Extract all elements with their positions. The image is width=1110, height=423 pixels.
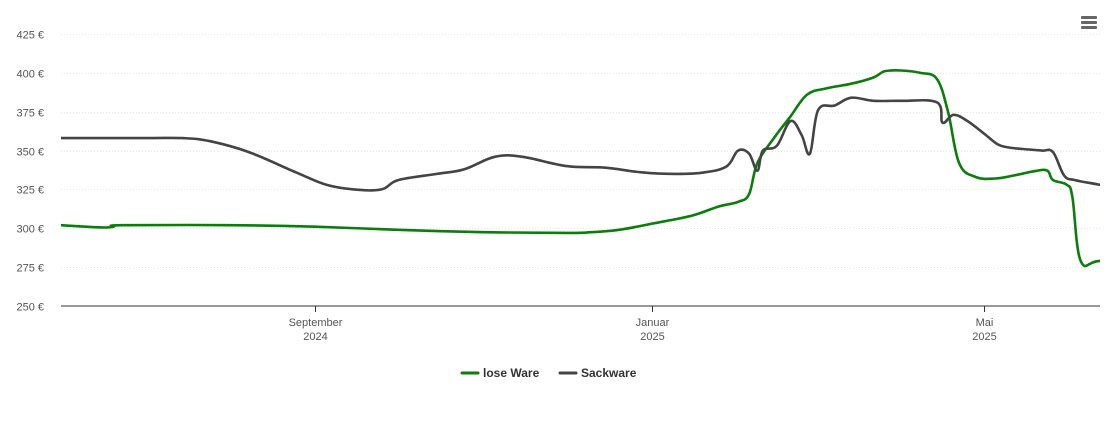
y-tick-label: 375 €: [16, 108, 44, 120]
y-tick-label: 325 €: [16, 185, 44, 197]
y-axis-ticks: 250 € 275 € 300 € 325 € 350 € 375 € 400 € 425 €: [16, 30, 44, 314]
x-axis-ticks: September 2024 Januar 2025 Mai 2025: [289, 306, 997, 343]
legend-label: lose Ware: [483, 366, 540, 380]
y-tick-label: 400 €: [16, 69, 44, 81]
legend: lose Ware Sackware: [460, 366, 637, 380]
legend-item[interactable]: Sackware: [558, 366, 637, 380]
legend-item[interactable]: lose Ware: [460, 366, 540, 380]
y-gridlines: [61, 34, 1100, 268]
y-tick-label: 425 €: [16, 30, 44, 42]
y-tick-label: 275 €: [16, 263, 44, 275]
x-tick-label: September: [289, 317, 343, 329]
series-lines: [61, 68, 1100, 268]
x-tick-label: Mai: [976, 317, 994, 329]
series-line-sackware: [61, 96, 1100, 192]
y-tick-label: 300 €: [16, 224, 44, 236]
y-tick-label: 350 €: [16, 147, 44, 159]
series-line-lose-ware: [61, 68, 1100, 268]
x-tick-year-label: 2025: [972, 331, 996, 343]
legend-label: Sackware: [581, 366, 637, 380]
chart-menu-button[interactable]: [1080, 14, 1099, 31]
hamburger-menu-icon: [1081, 16, 1097, 29]
x-tick-year-label: 2024: [303, 331, 327, 343]
x-tick-year-label: 2025: [640, 331, 664, 343]
y-tick-label: 250 €: [16, 302, 44, 314]
x-tick-label: Januar: [636, 317, 670, 329]
